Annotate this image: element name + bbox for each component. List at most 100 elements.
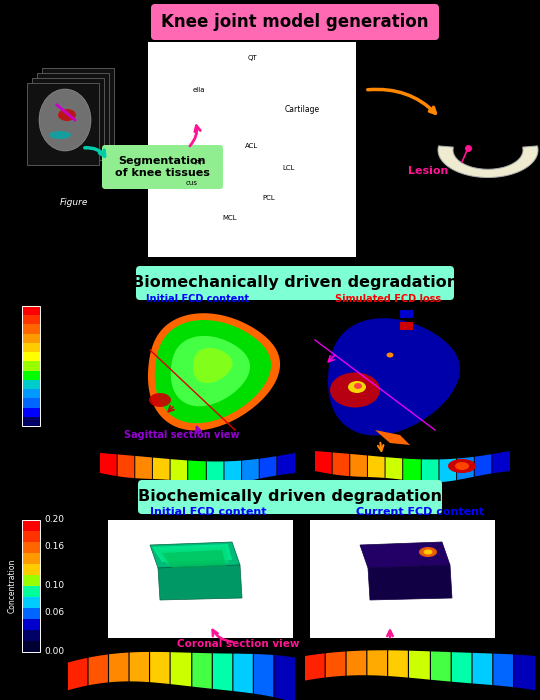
Polygon shape <box>278 453 295 475</box>
Bar <box>22 553 40 564</box>
Text: 0.00: 0.00 <box>44 648 64 657</box>
Polygon shape <box>260 456 276 479</box>
Text: 0.16: 0.16 <box>44 542 64 551</box>
Bar <box>22 542 40 553</box>
Polygon shape <box>367 650 387 676</box>
Ellipse shape <box>330 372 380 407</box>
Text: 0.20: 0.20 <box>44 515 64 524</box>
Ellipse shape <box>39 89 91 151</box>
Polygon shape <box>409 651 430 680</box>
Bar <box>32 78 104 160</box>
Polygon shape <box>403 458 421 482</box>
Text: Knee joint model generation: Knee joint model generation <box>161 13 429 31</box>
FancyBboxPatch shape <box>138 480 442 514</box>
FancyBboxPatch shape <box>102 145 223 189</box>
Bar <box>22 361 40 370</box>
Polygon shape <box>472 653 492 685</box>
Polygon shape <box>452 652 471 683</box>
Bar <box>22 343 40 352</box>
Polygon shape <box>207 461 224 484</box>
Bar <box>310 520 495 638</box>
Text: 0.06: 0.06 <box>44 608 64 617</box>
Polygon shape <box>375 430 410 445</box>
Bar <box>400 322 413 330</box>
Polygon shape <box>440 458 456 482</box>
Text: Simulated FCD loss: Simulated FCD loss <box>335 294 441 304</box>
Text: PCL: PCL <box>262 195 275 201</box>
Ellipse shape <box>419 547 437 557</box>
Polygon shape <box>360 542 450 568</box>
Bar <box>22 641 40 652</box>
Text: Coronal section view: Coronal section view <box>177 639 299 649</box>
Text: ella: ella <box>193 87 206 93</box>
Polygon shape <box>118 454 134 478</box>
Bar <box>22 630 40 641</box>
Polygon shape <box>475 454 491 477</box>
Text: cus: cus <box>186 180 198 186</box>
Polygon shape <box>109 652 129 682</box>
Polygon shape <box>368 565 452 600</box>
Polygon shape <box>68 658 87 690</box>
Text: Cartilage: Cartilage <box>285 105 320 114</box>
Polygon shape <box>388 650 408 678</box>
Ellipse shape <box>448 459 476 473</box>
Polygon shape <box>422 459 438 482</box>
Bar <box>22 520 40 531</box>
Bar <box>22 531 40 542</box>
Polygon shape <box>158 565 242 600</box>
Ellipse shape <box>423 550 433 554</box>
Polygon shape <box>242 458 259 482</box>
Bar <box>22 380 40 389</box>
Polygon shape <box>233 654 253 694</box>
Bar <box>22 416 40 426</box>
Text: Initial FCD content: Initial FCD content <box>146 294 249 304</box>
Polygon shape <box>347 650 366 676</box>
Polygon shape <box>368 456 384 478</box>
Text: Biochemically driven degradation: Biochemically driven degradation <box>138 489 442 505</box>
Polygon shape <box>326 652 346 678</box>
Polygon shape <box>150 652 170 684</box>
Polygon shape <box>136 456 152 479</box>
Polygon shape <box>213 653 232 691</box>
Bar <box>22 325 40 334</box>
Polygon shape <box>157 547 229 565</box>
Ellipse shape <box>58 109 76 121</box>
Bar <box>22 334 40 343</box>
Text: 0.10: 0.10 <box>44 582 64 591</box>
Text: QT: QT <box>248 55 258 61</box>
Polygon shape <box>492 451 510 473</box>
Polygon shape <box>188 461 206 484</box>
Polygon shape <box>130 652 149 682</box>
Polygon shape <box>315 451 332 474</box>
Polygon shape <box>457 457 474 480</box>
Polygon shape <box>162 550 226 568</box>
Polygon shape <box>171 652 191 687</box>
Polygon shape <box>155 320 271 424</box>
Polygon shape <box>89 654 108 685</box>
Ellipse shape <box>455 462 469 470</box>
Text: Lesion: Lesion <box>408 166 448 176</box>
Text: LCL: LCL <box>282 165 294 171</box>
Text: ACL: ACL <box>245 143 258 149</box>
Ellipse shape <box>49 131 71 139</box>
Text: Fin: Fin <box>370 52 392 65</box>
Polygon shape <box>438 146 538 178</box>
Bar <box>22 597 40 608</box>
Bar <box>42 68 114 150</box>
Polygon shape <box>333 452 349 476</box>
Text: Current FCD content: Current FCD content <box>356 507 484 517</box>
Ellipse shape <box>149 393 171 407</box>
Bar <box>22 564 40 575</box>
Polygon shape <box>193 348 233 383</box>
Polygon shape <box>305 653 325 680</box>
Polygon shape <box>274 655 295 700</box>
Polygon shape <box>171 336 250 406</box>
Bar <box>22 389 40 398</box>
Bar <box>22 608 40 619</box>
Bar <box>22 586 40 597</box>
Bar <box>148 42 356 257</box>
Polygon shape <box>171 459 187 482</box>
Polygon shape <box>386 457 402 480</box>
Polygon shape <box>431 652 450 682</box>
Polygon shape <box>150 542 240 568</box>
